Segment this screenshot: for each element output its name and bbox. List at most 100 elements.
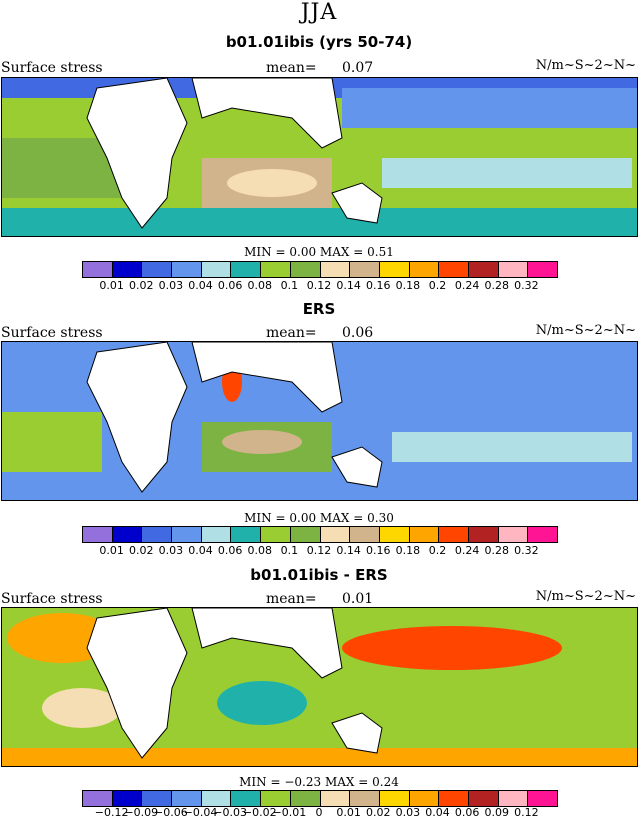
panel-2-mean-value: 0.06 xyxy=(342,325,374,341)
panel-2-units: N/m~S~2~N~ xyxy=(535,323,636,338)
panel-2-map xyxy=(1,341,638,501)
colorbar-swatch xyxy=(231,791,262,806)
panel-3-variable-label: Surface stress xyxy=(1,591,103,607)
colorbar-tick-label: 0.01 xyxy=(99,279,124,292)
colorbar-swatch xyxy=(290,262,321,277)
panel-2-min-label: MIN = xyxy=(244,511,286,525)
colorbar-swatch xyxy=(409,791,440,806)
colorbar-tick-label: 0.04 xyxy=(188,279,213,292)
colorbar-tick-label: −0.04 xyxy=(183,806,218,819)
colorbar-tick-label: 0.28 xyxy=(484,279,510,292)
colorbar-swatch xyxy=(498,527,529,542)
colorbar-tick-label: 0.02 xyxy=(129,544,154,557)
colorbar-swatch xyxy=(439,262,469,277)
panel-1-title: b01.01ibis (yrs 50-74) xyxy=(225,33,413,51)
colorbar-swatch xyxy=(320,791,351,806)
colorbar-swatch xyxy=(142,791,173,806)
panel-2-min-value: 0.00 xyxy=(289,511,317,525)
colorbar-swatch xyxy=(439,527,469,542)
colorbar-swatch xyxy=(83,527,113,542)
colorbar-tick-label: 0.04 xyxy=(188,544,213,557)
colorbar-tick-label: 0.24 xyxy=(454,279,480,292)
colorbar-tick-label: 0.02 xyxy=(129,279,154,292)
panel-3-colorbar-ticks: −0.12 −0.09 −0.06 −0.04 −0.03 −0.02 −0.01 0 0.01… xyxy=(82,806,556,820)
colorbar-swatch xyxy=(350,527,380,542)
colorbar-tick-label: 0.03 xyxy=(395,806,421,819)
colorbar-swatch xyxy=(350,791,380,806)
panel-1-variable-label: Surface stress xyxy=(1,60,103,76)
colorbar-swatch xyxy=(83,262,113,277)
colorbar-swatch xyxy=(320,527,351,542)
panel-3-map xyxy=(1,607,638,767)
panel-2-minmax: MIN = 0.00 MAX = 0.30 xyxy=(0,511,638,525)
colorbar-swatch xyxy=(261,791,291,806)
colorbar-swatch xyxy=(83,791,113,806)
colorbar-tick-label: 0.08 xyxy=(247,544,273,557)
colorbar-swatch xyxy=(498,262,529,277)
colorbar-swatch xyxy=(172,262,202,277)
panel-1-map xyxy=(1,77,638,237)
colorbar-tick-label: 0 xyxy=(315,806,323,819)
colorbar-tick-label: 0.16 xyxy=(366,279,391,292)
colorbar-tick-label: 0.06 xyxy=(454,806,480,819)
colorbar-swatch xyxy=(261,262,291,277)
colorbar-tick-label: 0.14 xyxy=(336,544,361,557)
colorbar-tick-label: 0.08 xyxy=(247,279,273,292)
colorbar-tick-label: 0.24 xyxy=(454,544,480,557)
panel-3-max-label: MAX = xyxy=(324,775,369,789)
colorbar-tick-label: 0.01 xyxy=(336,806,361,819)
figure-title: JJA xyxy=(300,0,338,25)
panel-2-title: ERS xyxy=(302,300,336,318)
colorbar-swatch xyxy=(231,527,262,542)
panel-2-colorbar xyxy=(82,526,558,543)
colorbar-tick-label: 0.32 xyxy=(514,279,539,292)
colorbar-tick-label: 0.1 xyxy=(280,544,299,557)
colorbar-tick-label: 0.12 xyxy=(514,806,539,819)
colorbar-tick-label: 0.12 xyxy=(306,544,332,557)
colorbar-swatch xyxy=(320,262,351,277)
panel-3-mean-value: 0.01 xyxy=(342,591,374,607)
colorbar-tick-label: 0.02 xyxy=(366,806,391,819)
colorbar-swatch xyxy=(379,791,410,806)
colorbar-tick-label: 0.28 xyxy=(484,544,510,557)
panel-3-colorbar xyxy=(82,790,558,807)
colorbar-tick-label: 0.06 xyxy=(217,544,243,557)
panel-1-min-value: 0.00 xyxy=(289,245,317,259)
colorbar-swatch xyxy=(528,527,557,542)
colorbar-tick-label: 0.1 xyxy=(280,279,299,292)
colorbar-swatch xyxy=(112,791,143,806)
colorbar-tick-label: −0.12 xyxy=(94,806,129,819)
colorbar-swatch xyxy=(439,791,469,806)
colorbar-tick-label: −0.02 xyxy=(242,806,277,819)
panel-1-max-value: 0.51 xyxy=(367,245,394,259)
panel-1-colorbar-ticks: 0.01 0.02 0.03 0.04 0.06 0.08 0.1 0.12 0.14 0.16 0… xyxy=(82,279,556,293)
panel-1-colorbar xyxy=(82,261,558,278)
colorbar-tick-label: −0.01 xyxy=(272,806,307,819)
panel-2-max-label: MAX = xyxy=(319,511,364,525)
colorbar-swatch xyxy=(231,262,262,277)
colorbar-swatch xyxy=(498,791,529,806)
colorbar-swatch xyxy=(172,791,202,806)
colorbar-swatch xyxy=(201,791,232,806)
colorbar-tick-label: 0.14 xyxy=(336,279,361,292)
colorbar-tick-label: 0.03 xyxy=(158,544,184,557)
colorbar-swatch xyxy=(112,262,143,277)
colorbar-swatch xyxy=(201,262,232,277)
colorbar-tick-label: 0.18 xyxy=(395,544,421,557)
colorbar-swatch xyxy=(409,527,440,542)
colorbar-tick-label: 0.32 xyxy=(514,544,539,557)
colorbar-tick-label: 0.2 xyxy=(428,279,447,292)
colorbar-tick-label: 0.2 xyxy=(428,544,447,557)
colorbar-swatch xyxy=(261,527,291,542)
colorbar-swatch xyxy=(172,527,202,542)
colorbar-swatch xyxy=(409,262,440,277)
panel-3-units: N/m~S~2~N~ xyxy=(535,589,636,604)
colorbar-swatch xyxy=(290,527,321,542)
colorbar-swatch xyxy=(379,262,410,277)
panel-1-min-label: MIN = xyxy=(244,245,286,259)
panel-3-minmax: MIN = −0.23 MAX = 0.24 xyxy=(0,775,638,789)
panel-3-mean-label: mean= xyxy=(266,591,317,607)
colorbar-swatch xyxy=(379,527,410,542)
panel-1-minmax: MIN = 0.00 MAX = 0.51 xyxy=(0,245,638,259)
colorbar-tick-label: −0.09 xyxy=(124,806,159,819)
